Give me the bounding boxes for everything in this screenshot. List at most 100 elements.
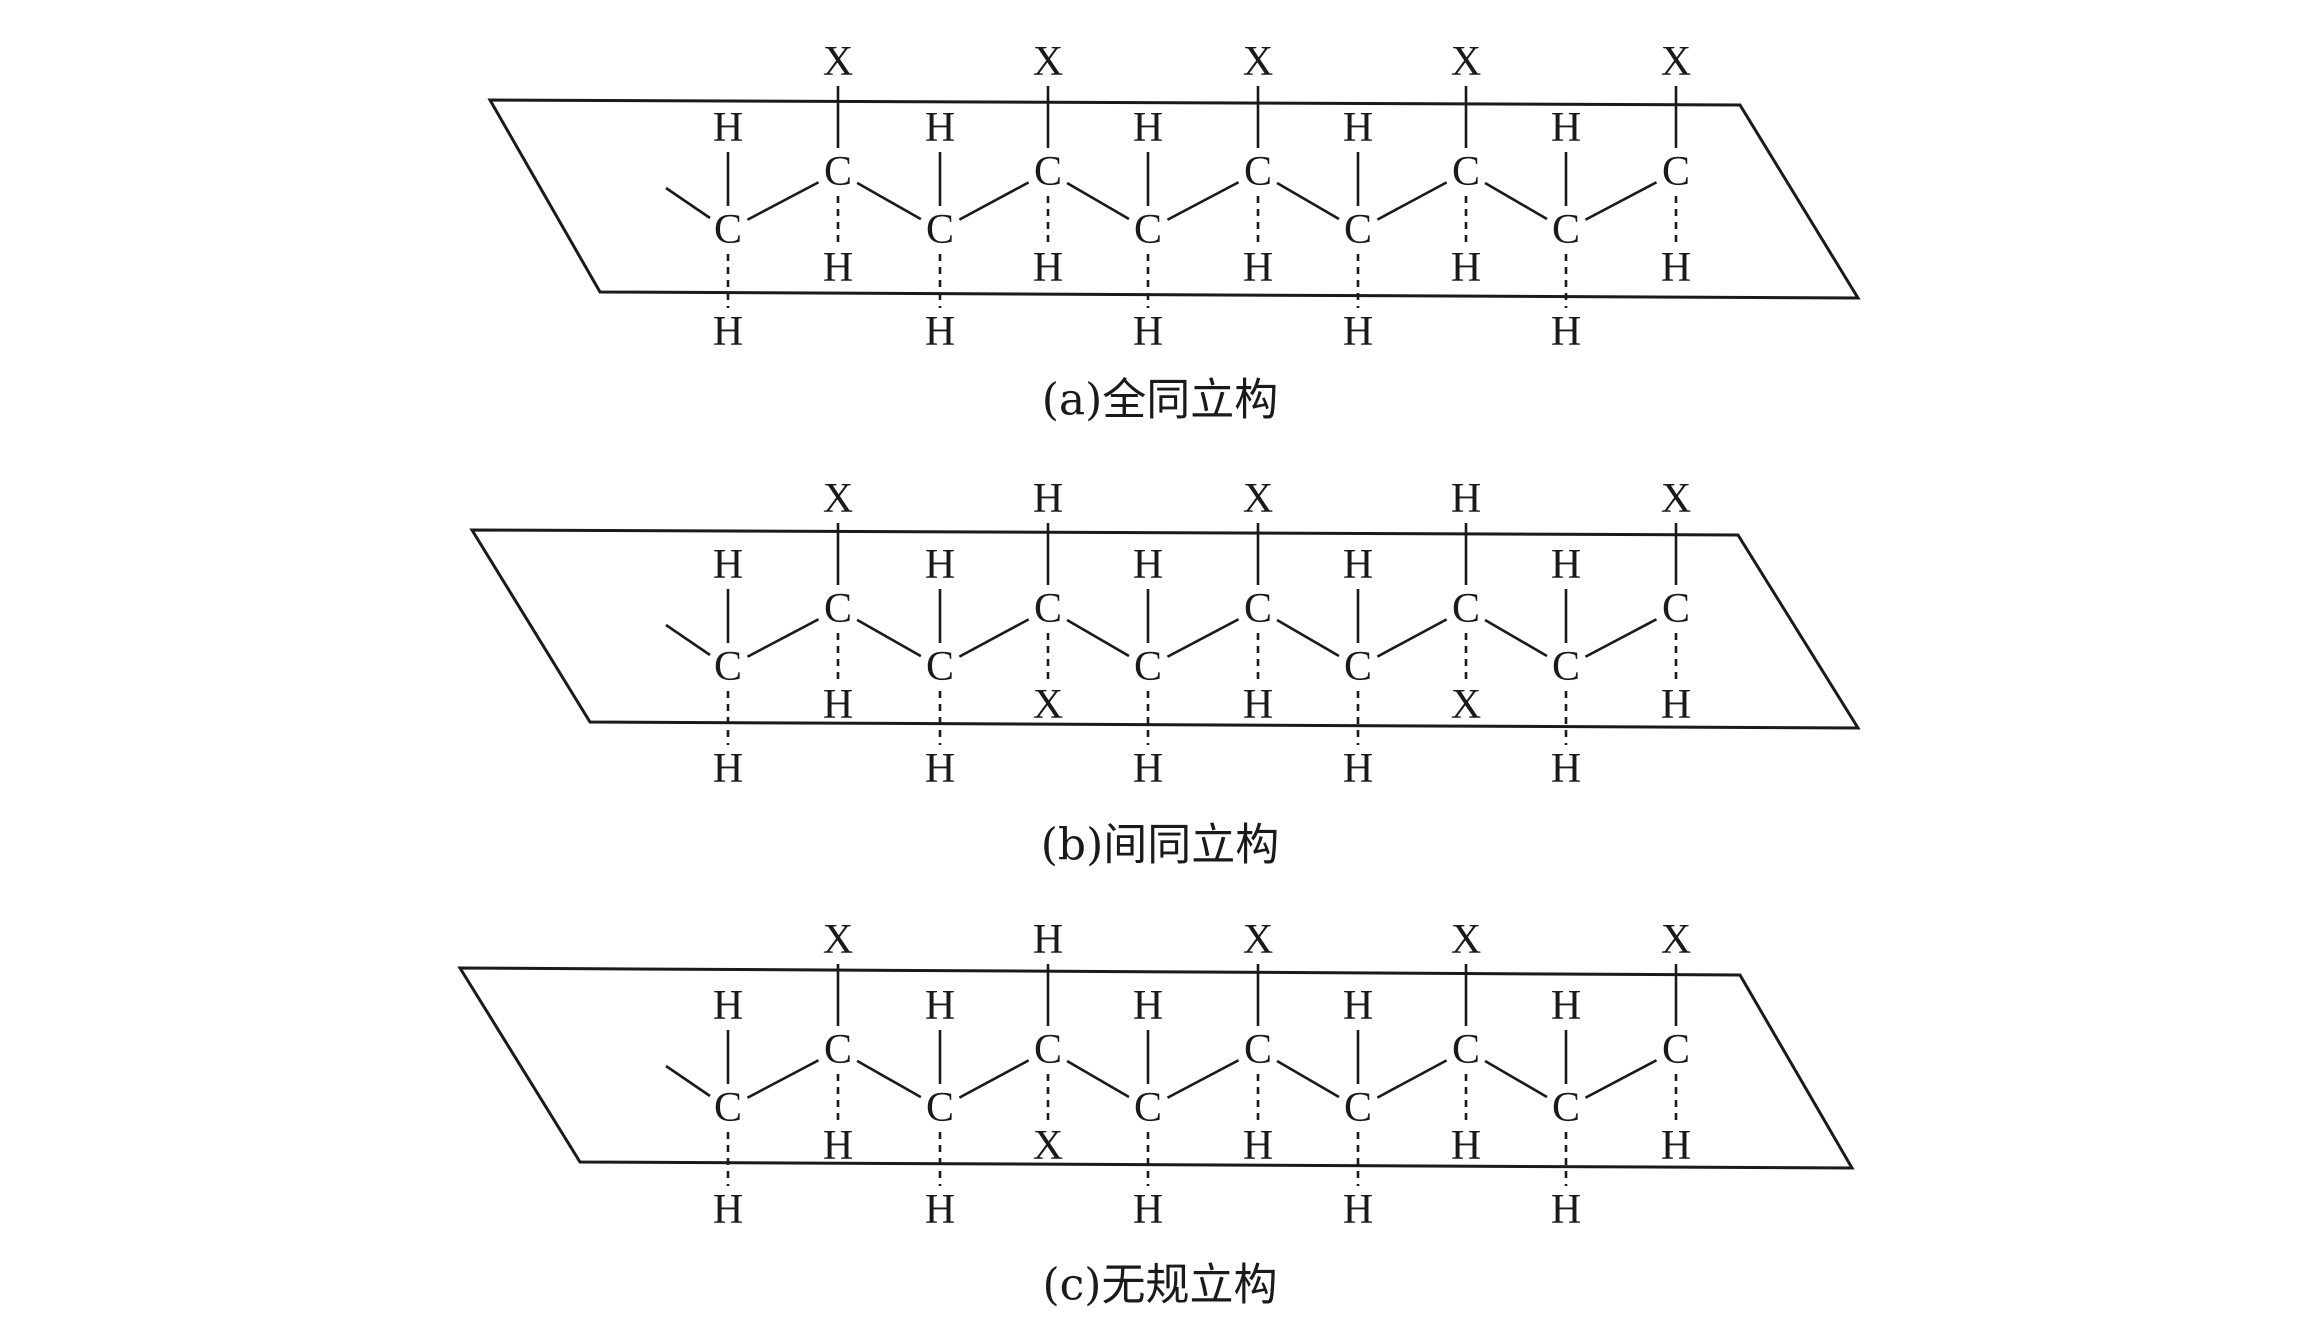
backbone-bond <box>958 1059 1030 1099</box>
plane <box>487 98 1861 300</box>
backbone-bond <box>1584 618 1658 658</box>
methylene-carbon: C <box>1344 644 1372 690</box>
methylene-h-down: H <box>713 309 743 355</box>
backbone-bond <box>665 186 711 220</box>
methylene-h-up: H <box>1343 983 1373 1029</box>
methine-h-down: H <box>1243 682 1273 728</box>
methine-h-down: H <box>1033 245 1063 291</box>
plane <box>469 528 1861 730</box>
methylene-h-up: H <box>1133 983 1163 1029</box>
methylene-h-down: H <box>1551 1187 1581 1233</box>
backbone-bond <box>1166 1059 1240 1099</box>
plane <box>457 966 1855 1170</box>
methylene-carbon: C <box>926 1085 954 1131</box>
substituent-x-up: X <box>1243 39 1273 85</box>
methine-h-up: H <box>1451 476 1481 522</box>
backbone-bond <box>1166 618 1240 658</box>
methylene-carbon: C <box>714 1085 742 1131</box>
methine-carbon: C <box>1244 586 1272 632</box>
methine-h-down: H <box>1661 245 1691 291</box>
methine-h-up: H <box>1033 917 1063 963</box>
methylene-h-down: H <box>1343 309 1373 355</box>
methylene-h-up: H <box>925 105 955 151</box>
substituent-x-up: X <box>1661 39 1691 85</box>
methylene-h-up: H <box>713 105 743 151</box>
panel-a: H C H H C H H C H H C H H C H X C H X C H X C H X C H X C H (a)全同立构 <box>487 39 1861 426</box>
substituent-x-down: X <box>1451 682 1481 728</box>
methylene-h-down: H <box>1551 309 1581 355</box>
methine-carbon: C <box>1662 149 1690 195</box>
panel-caption: (b)间同立构 <box>1041 820 1280 871</box>
backbone-bond <box>1376 181 1448 221</box>
methine-h-down: H <box>823 682 853 728</box>
backbone-bond <box>1066 1059 1130 1099</box>
backbone-bond <box>746 618 820 658</box>
methylene-h-down: H <box>1343 1187 1373 1233</box>
methine-carbon: C <box>824 586 852 632</box>
methine-carbon: C <box>1662 586 1690 632</box>
methine-carbon: C <box>1452 1027 1480 1073</box>
backbone-bond <box>856 618 922 658</box>
methine-carbon: C <box>1034 149 1062 195</box>
methine-carbon: C <box>1244 149 1272 195</box>
backbone-bond <box>665 1064 711 1098</box>
methylene-carbon: C <box>1134 644 1162 690</box>
methylene-h-down: H <box>1343 746 1373 792</box>
methylene-h-down: H <box>925 746 955 792</box>
methylene-carbon: C <box>714 207 742 253</box>
methine-h-down: H <box>1451 245 1481 291</box>
backbone-bond <box>1584 181 1658 221</box>
methylene-carbon: C <box>1344 1085 1372 1131</box>
methine-carbon: C <box>1034 1027 1062 1073</box>
backbone-bond <box>958 618 1030 658</box>
backbone-bond <box>1276 618 1340 658</box>
methine-carbon: C <box>1244 1027 1272 1073</box>
methine-carbon: C <box>1662 1027 1690 1073</box>
backbone-bond <box>1066 618 1130 658</box>
backbone-bond <box>1276 181 1340 221</box>
methylene-h-up: H <box>1343 105 1373 151</box>
methylene-carbon: C <box>1552 1085 1580 1131</box>
methylene-h-down: H <box>713 746 743 792</box>
methine-h-down: H <box>1243 245 1273 291</box>
substituent-x-up: X <box>1451 917 1481 963</box>
methylene-carbon: C <box>1552 207 1580 253</box>
backbone-bond <box>1584 1059 1658 1099</box>
methylene-carbon: C <box>1134 207 1162 253</box>
methylene-h-up: H <box>1133 105 1163 151</box>
substituent-x-up: X <box>823 39 853 85</box>
methylene-h-up: H <box>1343 542 1373 588</box>
methylene-h-up: H <box>713 542 743 588</box>
backbone-bond <box>746 1059 820 1099</box>
methylene-carbon: C <box>1134 1085 1162 1131</box>
substituent-x-up: X <box>1243 476 1273 522</box>
methylene-h-up: H <box>1133 542 1163 588</box>
methine-h-down: H <box>1243 1123 1273 1169</box>
methylene-h-up: H <box>1551 542 1581 588</box>
backbone-bond <box>1484 1059 1548 1099</box>
methylene-h-down: H <box>1551 746 1581 792</box>
panel-caption: (a)全同立构 <box>1042 375 1279 426</box>
backbone-bond <box>1066 181 1130 221</box>
backbone-bond <box>665 623 711 657</box>
methine-carbon: C <box>1034 586 1062 632</box>
substituent-x-up: X <box>823 476 853 522</box>
methylene-h-down: H <box>1133 746 1163 792</box>
methine-h-down: H <box>1451 1123 1481 1169</box>
methine-carbon: C <box>1452 586 1480 632</box>
backbone-bond <box>1376 618 1448 658</box>
methylene-h-up: H <box>1551 105 1581 151</box>
methylene-carbon: C <box>714 644 742 690</box>
methylene-carbon: C <box>926 207 954 253</box>
backbone-bond <box>1484 181 1548 221</box>
methine-h-up: H <box>1033 476 1063 522</box>
methine-h-down: H <box>823 245 853 291</box>
methylene-h-up: H <box>713 983 743 1029</box>
methylene-carbon: C <box>1552 644 1580 690</box>
methylene-carbon: C <box>926 644 954 690</box>
methine-carbon: C <box>824 149 852 195</box>
methylene-h-up: H <box>925 983 955 1029</box>
methylene-h-up: H <box>1551 983 1581 1029</box>
methine-carbon: C <box>1452 149 1480 195</box>
